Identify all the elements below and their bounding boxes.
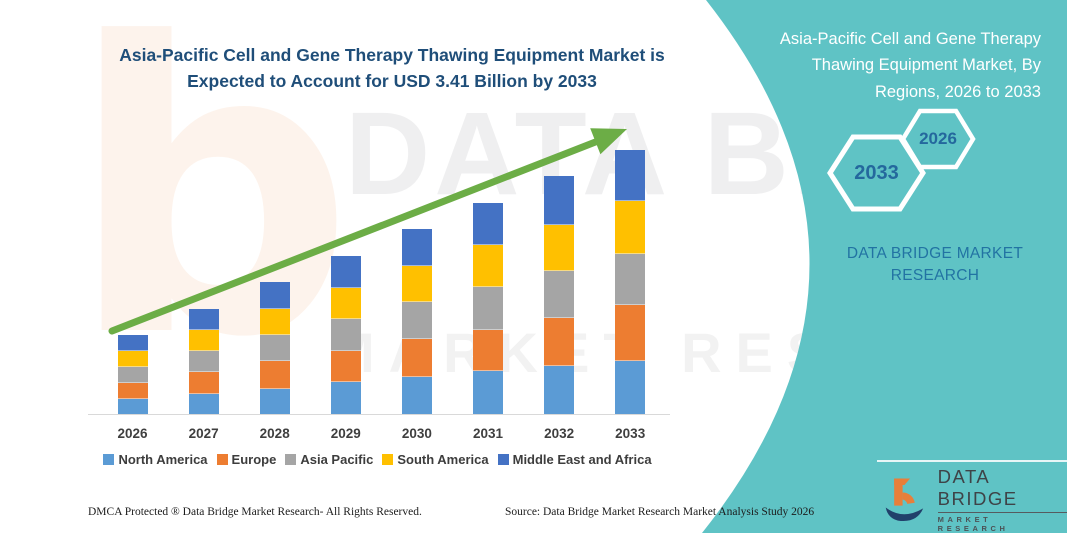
bar-segment-europe-2032 <box>544 317 575 367</box>
logo-subtitle: MARKET RESEARCH <box>937 515 1009 533</box>
hexagon-badges <box>827 108 976 212</box>
bar-segment-south-america-2029 <box>330 287 361 320</box>
legend-swatch <box>497 454 509 465</box>
x-axis-line <box>88 414 670 415</box>
bar-segment-south-america-2032 <box>544 224 575 272</box>
side-panel-title: Asia-Pacific Cell and Gene Therapy Thawi… <box>711 26 1041 105</box>
bar-segment-middle-east-and-africa-2033 <box>615 150 646 201</box>
bar-segment-north-america-2033 <box>615 361 646 415</box>
bar-segment-south-america-2033 <box>615 200 646 255</box>
bar-segment-europe-2033 <box>615 305 646 362</box>
legend-swatch <box>285 454 297 465</box>
legend-swatch <box>216 454 228 465</box>
bar-segment-south-america-2027 <box>188 329 219 351</box>
bar-segment-europe-2030 <box>401 338 432 377</box>
bar-segment-asia-pacific-2030 <box>401 302 432 339</box>
bar-segment-europe-2029 <box>330 351 361 382</box>
legend-swatch <box>382 454 394 465</box>
legend-label: Middle East and Africa <box>512 452 652 467</box>
bar-segment-middle-east-and-africa-2026 <box>117 334 148 351</box>
brand-wordmark-line2: RESEARCH <box>890 267 980 285</box>
bar-segment-north-america-2026 <box>117 398 148 415</box>
bar-segment-middle-east-and-africa-2031 <box>473 202 503 245</box>
bar-segment-asia-pacific-2029 <box>330 319 361 352</box>
bar-segment-south-america-2031 <box>473 244 503 287</box>
legend-label: Europe <box>231 452 277 467</box>
databridge-logo: DATA BRIDGE MARKET RESEARCH <box>882 466 1067 533</box>
bar-segment-south-america-2028 <box>259 308 290 335</box>
legend-label: Asia Pacific <box>300 452 374 467</box>
databridge-b-icon <box>885 477 924 521</box>
legend-label: South America <box>397 452 489 467</box>
x-axis-label-2029: 2029 <box>330 426 361 441</box>
x-axis-label-2033: 2033 <box>615 426 646 441</box>
x-axis-label-2031: 2031 <box>472 426 504 441</box>
bar-segment-europe-2026 <box>117 383 148 399</box>
hexagon-year-2026: 2026 <box>919 129 957 148</box>
bar-segment-north-america-2030 <box>401 376 432 415</box>
x-axis-label-2027: 2027 <box>188 426 219 441</box>
bar-segment-europe-2027 <box>188 372 219 395</box>
bar-segment-south-america-2026 <box>117 350 148 367</box>
hexagon-year-2033: 2033 <box>854 161 899 184</box>
logo-divider-line <box>877 460 1067 462</box>
brand-wordmark: DATA BRIDGE MARKET RESEARCH <box>818 243 1052 288</box>
bar-segment-north-america-2027 <box>188 394 219 415</box>
bar-segment-asia-pacific-2031 <box>473 286 503 331</box>
x-axis-label-2026: 2026 <box>117 426 148 441</box>
bar-segment-europe-2031 <box>473 330 503 371</box>
legend-item-south-america: South America <box>382 452 489 467</box>
x-axis-label-2032: 2032 <box>544 426 575 441</box>
bar-segment-north-america-2028 <box>259 388 290 415</box>
bar-segment-asia-pacific-2032 <box>544 271 575 318</box>
x-axis-label-2028: 2028 <box>259 426 290 441</box>
bar-segment-asia-pacific-2027 <box>188 350 219 373</box>
bar-segment-europe-2028 <box>259 361 290 389</box>
legend-item-north-america: North America <box>103 452 208 467</box>
x-axis-label-2030: 2030 <box>401 426 432 441</box>
brand-wordmark-line1: DATA BRIDGE MARKET <box>846 245 1024 262</box>
bar-segment-north-america-2031 <box>473 370 503 415</box>
bar-segment-asia-pacific-2026 <box>117 366 148 384</box>
bar-segment-south-america-2030 <box>401 265 432 303</box>
footer-copyright: DMCA Protected ® Data Bridge Market Rese… <box>88 506 422 518</box>
bar-segment-middle-east-and-africa-2027 <box>188 308 219 330</box>
footer-source: Source: Data Bridge Market Research Mark… <box>505 506 815 518</box>
legend-label: North America <box>118 452 208 467</box>
bar-segment-north-america-2032 <box>544 366 575 415</box>
legend-item-europe: Europe <box>216 452 277 467</box>
bar-segment-middle-east-and-africa-2030 <box>401 229 432 266</box>
legend-item-middle-east-and-africa: Middle East and Africa <box>497 452 652 467</box>
bar-segment-asia-pacific-2028 <box>259 334 290 362</box>
logo-text: DATA BRIDGE MARKET RESEARCH <box>937 466 1067 533</box>
bar-segment-asia-pacific-2033 <box>615 254 646 306</box>
bar-segment-middle-east-and-africa-2029 <box>330 255 361 288</box>
legend-swatch <box>103 454 115 465</box>
bar-segment-middle-east-and-africa-2028 <box>259 282 290 309</box>
chart-title: Asia-Pacific Cell and Gene Therapy Thawi… <box>72 42 712 95</box>
chart-legend: North America Europe Asia Pacific South Ame… <box>80 452 675 467</box>
logo-name: DATA BRIDGE <box>937 466 1067 513</box>
bar-segment-north-america-2029 <box>330 381 361 415</box>
chart-title-line1: Asia-Pacific Cell and Gene Therapy Thawi… <box>119 45 665 65</box>
legend-item-asia-pacific: Asia Pacific <box>285 452 373 467</box>
side-panel-title-line1: Asia-Pacific Cell and Gene Therapy <box>779 30 1041 48</box>
bar-segment-middle-east-and-africa-2032 <box>544 176 575 225</box>
side-panel-title-line3: Regions, 2026 to 2033 <box>874 82 1041 101</box>
side-panel-title-line2: Thawing Equipment Market, By <box>811 56 1041 75</box>
chart-title-line2: Expected to Account for USD 3.41 Billion… <box>187 71 597 92</box>
